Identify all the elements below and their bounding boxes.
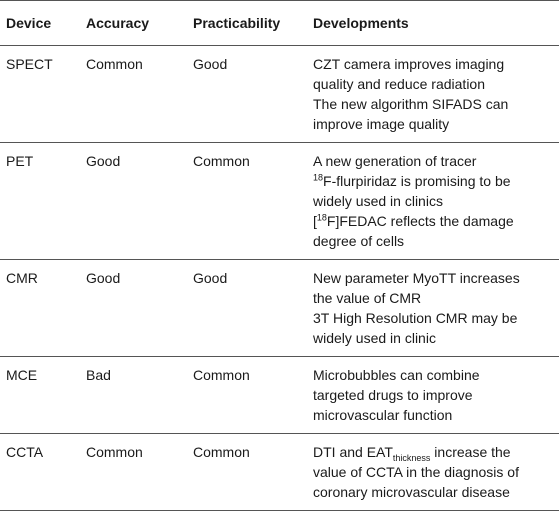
development-text: the value of CMR [313, 290, 422, 306]
development-line: [18F]FEDAC reflects the damage [313, 211, 559, 231]
development-line: microvascular function [313, 405, 559, 425]
practicability-cell: Good [187, 45, 307, 143]
development-text: value of CCTA in the diagnosis of [313, 464, 519, 480]
developments-cell: A new generation of tracer 18F-flurpirida… [307, 142, 559, 260]
development-text: targeted drugs to improve [313, 387, 473, 403]
device-cell: CMR [0, 259, 80, 357]
development-line: 18F-flurpiridaz is promising to be [313, 171, 559, 191]
header-accuracy: Accuracy [80, 0, 187, 46]
development-text: widely used in clinic [313, 330, 436, 346]
development-text: microvascular function [313, 407, 453, 423]
header-developments: Developments [307, 0, 559, 46]
development-text: F]FEDAC reflects the damage [326, 213, 514, 229]
accuracy-cell: Bad [80, 356, 187, 434]
header-practicability: Practicability [187, 0, 307, 46]
accuracy-cell: Good [80, 142, 187, 260]
development-text: CZT camera improves imaging [313, 56, 505, 72]
development-text: 3T High Resolution CMR may be [313, 310, 518, 326]
development-line: value of CCTA in the diagnosis of [313, 462, 559, 482]
table-row: CCTA Common Common DTI and EATthickness inc… [0, 433, 559, 511]
development-line: the value of CMR [313, 288, 559, 308]
development-line: coronary microvascular disease [313, 482, 559, 502]
developments-cell: CZT camera improves imaging quality and r… [307, 45, 559, 143]
practicability-cell: Common [187, 142, 307, 260]
development-text: A new generation of tracer [313, 153, 477, 169]
superscript-text: 18 [316, 212, 327, 223]
developments-cell: DTI and EATthickness increase the value o… [307, 433, 559, 511]
practicability-cell: Common [187, 356, 307, 434]
accuracy-cell: Common [80, 45, 187, 143]
superscript-text: 18 [313, 172, 324, 183]
development-line: CZT camera improves imaging [313, 54, 559, 74]
development-line: improve image quality [313, 114, 559, 134]
development-line: Microbubbles can combine [313, 365, 559, 385]
development-line: 3T High Resolution CMR may be [313, 308, 559, 328]
development-line: New parameter MyoTT increases [313, 268, 559, 288]
device-cell: SPECT [0, 45, 80, 143]
table-row: SPECT Common Good CZT camera improves imagi… [0, 45, 559, 143]
development-line: The new algorithm SIFADS can [313, 94, 559, 114]
table-header: Device Accuracy Practicability Developme… [0, 0, 559, 46]
development-text: quality and reduce radiation [313, 76, 486, 92]
development-text: widely used in clinics [313, 193, 443, 209]
development-text: [ [313, 213, 317, 229]
development-text: Microbubbles can combine [313, 367, 480, 383]
device-cell: PET [0, 142, 80, 260]
table-row: MCE Bad Common Microbubbles can combine targ… [0, 356, 559, 434]
development-line: degree of cells [313, 231, 559, 251]
subscript-text: thickness [392, 452, 431, 463]
development-text: increase the [430, 444, 511, 460]
development-text: F-flurpiridaz is promising to be [323, 173, 511, 189]
development-line: DTI and EATthickness increase the [313, 442, 559, 462]
practicability-cell: Common [187, 433, 307, 511]
development-text: DTI and EAT [313, 444, 393, 460]
device-cell: CCTA [0, 433, 80, 511]
table-row: CMR Good Good New parameter MyoTT increases… [0, 259, 559, 357]
accuracy-cell: Good [80, 259, 187, 357]
development-line: quality and reduce radiation [313, 74, 559, 94]
development-text: improve image quality [313, 116, 450, 132]
developments-cell: New parameter MyoTT increases the value o… [307, 259, 559, 357]
development-line: widely used in clinics [313, 191, 559, 211]
header-row: Device Accuracy Practicability Developme… [0, 0, 559, 46]
table-body: SPECT Common Good CZT camera improves imagi… [0, 45, 559, 511]
development-line: targeted drugs to improve [313, 385, 559, 405]
accuracy-cell: Common [80, 433, 187, 511]
development-text: New parameter MyoTT increases [313, 270, 520, 286]
header-device: Device [0, 0, 80, 46]
development-text: degree of cells [313, 233, 405, 249]
development-text: coronary microvascular disease [313, 484, 510, 500]
device-cell: MCE [0, 356, 80, 434]
development-line: widely used in clinic [313, 328, 559, 348]
practicability-cell: Good [187, 259, 307, 357]
developments-cell: Microbubbles can combine targeted drugs t… [307, 356, 559, 434]
development-text: The new algorithm SIFADS can [313, 96, 509, 112]
table-row: PET Good Common A new generation of tracer 1… [0, 142, 559, 260]
development-line: A new generation of tracer [313, 151, 559, 171]
